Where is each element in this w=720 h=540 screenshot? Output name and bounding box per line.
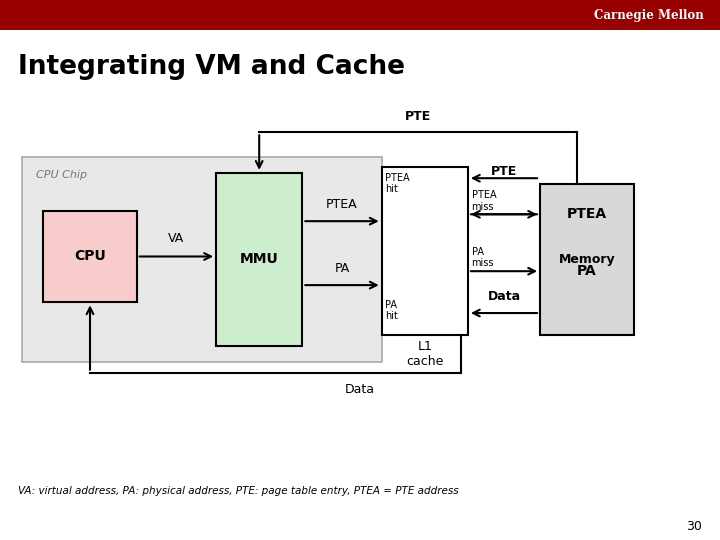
Bar bbox=[540, 184, 634, 335]
Text: CPU: CPU bbox=[74, 249, 106, 264]
Text: PTE: PTE bbox=[405, 110, 431, 123]
Text: PTEA: PTEA bbox=[567, 207, 607, 221]
Text: PA
hit: PA hit bbox=[385, 300, 398, 321]
Text: Memory: Memory bbox=[559, 253, 615, 266]
Text: PA: PA bbox=[577, 264, 597, 278]
Text: L1
cache: L1 cache bbox=[406, 340, 444, 368]
Text: PTEA
hit: PTEA hit bbox=[385, 173, 410, 194]
Text: CPU Chip: CPU Chip bbox=[36, 170, 87, 180]
Text: VA: VA bbox=[168, 232, 184, 245]
Bar bbox=[0, 0, 720, 30]
Text: Integrating VM and Cache: Integrating VM and Cache bbox=[18, 55, 405, 80]
Bar bbox=[22, 157, 382, 362]
Text: VA: virtual address, PA: physical address, PTE: page table entry, PTEA = PTE add: VA: virtual address, PA: physical addres… bbox=[18, 487, 459, 496]
Text: PA: PA bbox=[334, 262, 350, 275]
Text: PTEA
miss: PTEA miss bbox=[472, 190, 496, 212]
Text: MMU: MMU bbox=[240, 252, 279, 266]
Text: PA
miss: PA miss bbox=[472, 247, 494, 268]
Bar bbox=[43, 211, 137, 302]
Text: Carnegie Mellon: Carnegie Mellon bbox=[595, 9, 704, 22]
Bar bbox=[216, 173, 302, 346]
Text: PTE: PTE bbox=[491, 165, 517, 178]
Text: Data: Data bbox=[345, 383, 375, 396]
Text: Data: Data bbox=[487, 291, 521, 303]
Text: PTEA: PTEA bbox=[326, 199, 358, 212]
Text: 30: 30 bbox=[686, 520, 702, 533]
Bar bbox=[382, 167, 468, 335]
